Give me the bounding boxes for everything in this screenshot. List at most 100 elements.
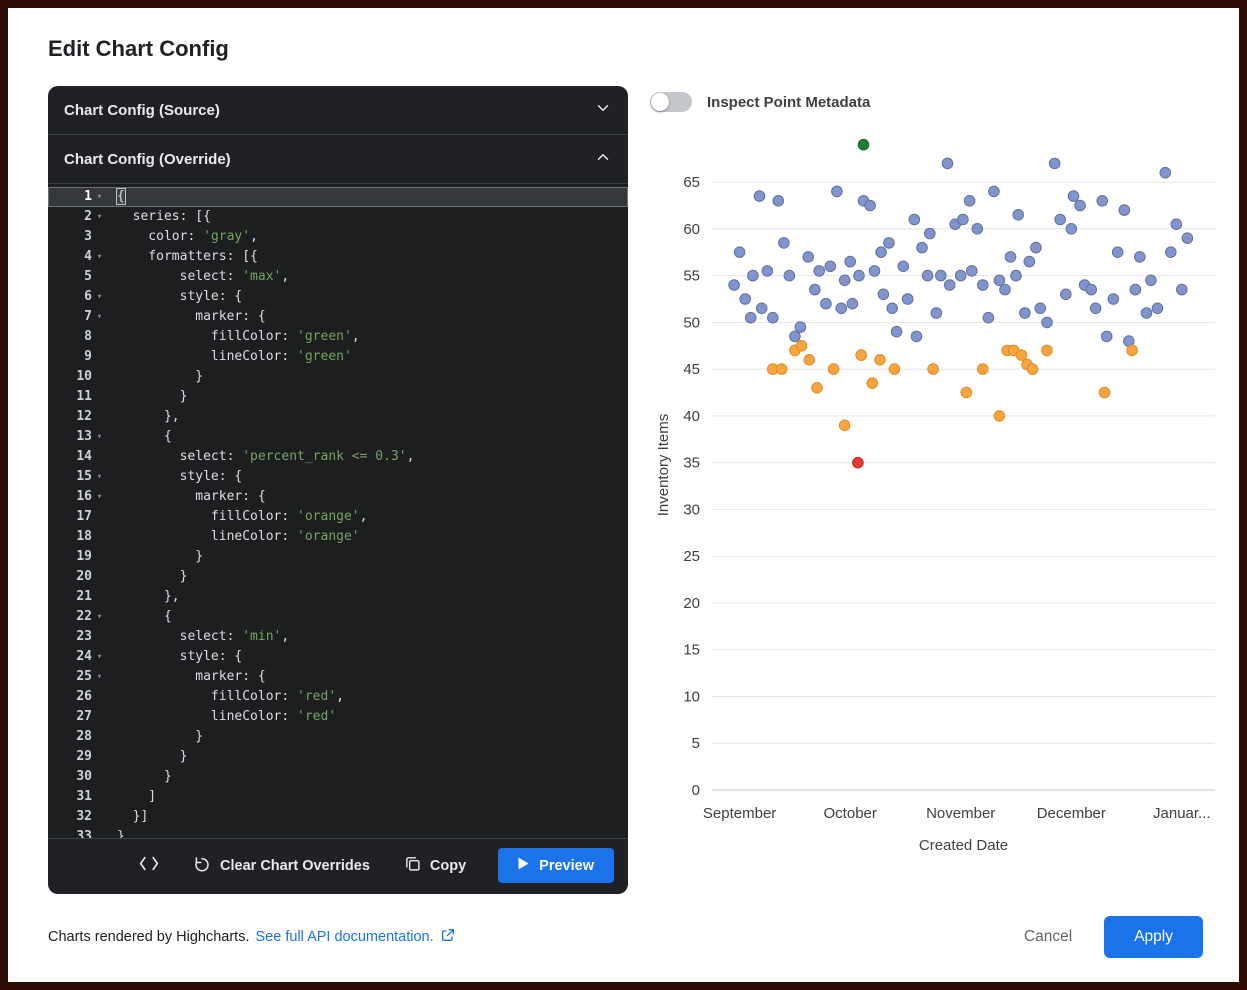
apply-button[interactable]: Apply bbox=[1104, 916, 1203, 958]
data-point-low-percentile[interactable] bbox=[866, 377, 879, 390]
code-line-3[interactable]: 3 color: 'gray', bbox=[48, 227, 628, 247]
data-point-low-percentile[interactable] bbox=[795, 340, 808, 352]
data-point-base[interactable] bbox=[971, 223, 984, 235]
data-point-base[interactable] bbox=[954, 269, 967, 282]
data-point-base[interactable] bbox=[901, 293, 914, 305]
data-point-base[interactable] bbox=[943, 279, 956, 291]
inspect-metadata-toggle[interactable] bbox=[650, 92, 692, 112]
data-point-base[interactable] bbox=[1096, 195, 1109, 207]
data-point-base[interactable] bbox=[794, 321, 807, 333]
code-line-20[interactable]: 20 } bbox=[48, 567, 628, 587]
data-point-base[interactable] bbox=[877, 288, 890, 301]
data-point-base[interactable] bbox=[1023, 255, 1036, 268]
data-point-low-percentile[interactable] bbox=[993, 410, 1006, 422]
data-point-base[interactable] bbox=[853, 269, 865, 282]
data-point-base[interactable] bbox=[1089, 302, 1102, 315]
data-point-low-percentile[interactable] bbox=[960, 386, 973, 399]
chevron-down-icon[interactable] bbox=[594, 99, 612, 121]
data-point-base[interactable] bbox=[1048, 157, 1061, 170]
code-line-21[interactable]: 21 }, bbox=[48, 587, 628, 607]
data-point-base[interactable] bbox=[916, 241, 928, 254]
data-point-base[interactable] bbox=[908, 213, 921, 226]
data-point-low-percentile[interactable] bbox=[838, 419, 851, 432]
data-point-base[interactable] bbox=[924, 227, 936, 240]
code-line-2[interactable]: 2 ▾ series: [{ bbox=[48, 207, 628, 227]
code-line-31[interactable]: 31 ] bbox=[48, 787, 628, 807]
data-point-base[interactable] bbox=[1041, 316, 1053, 329]
data-point-base[interactable] bbox=[1134, 251, 1146, 263]
data-point-base[interactable] bbox=[1067, 190, 1080, 202]
data-point-base[interactable] bbox=[941, 157, 954, 170]
code-line-25[interactable]: 25 ▾ marker: { bbox=[48, 667, 628, 687]
code-line-29[interactable]: 29 } bbox=[48, 747, 628, 767]
code-line-19[interactable]: 19 } bbox=[48, 547, 628, 567]
data-point-base[interactable] bbox=[1181, 232, 1194, 244]
data-point-base[interactable] bbox=[767, 311, 779, 324]
fold-caret[interactable]: ▾ bbox=[96, 252, 103, 262]
code-line-30[interactable]: 30 } bbox=[48, 767, 628, 787]
fold-caret[interactable]: ▾ bbox=[96, 672, 103, 682]
code-line-8[interactable]: 8 fillColor: 'green', bbox=[48, 327, 628, 347]
data-point-low-percentile[interactable] bbox=[874, 354, 886, 366]
data-point-base[interactable] bbox=[1065, 223, 1078, 235]
data-point-low-percentile[interactable] bbox=[803, 354, 816, 366]
code-line-16[interactable]: 16 ▾ marker: { bbox=[48, 487, 628, 507]
data-point-base[interactable] bbox=[772, 195, 785, 207]
data-point-base[interactable] bbox=[733, 246, 746, 258]
fold-caret[interactable]: ▾ bbox=[96, 492, 103, 502]
data-point-base[interactable] bbox=[744, 311, 757, 324]
data-point-base[interactable] bbox=[1170, 218, 1183, 230]
code-line-11[interactable]: 11 } bbox=[48, 387, 628, 407]
data-point-base[interactable] bbox=[1010, 269, 1022, 282]
data-point-base[interactable] bbox=[966, 265, 978, 277]
code-line-17[interactable]: 17 fillColor: 'orange', bbox=[48, 507, 628, 527]
data-point-base[interactable] bbox=[1151, 302, 1164, 315]
cancel-button[interactable]: Cancel bbox=[1010, 918, 1086, 956]
data-point-base[interactable] bbox=[838, 274, 851, 287]
data-point-low-percentile[interactable] bbox=[927, 363, 939, 375]
code-line-5[interactable]: 5 select: 'max', bbox=[48, 267, 628, 287]
data-point-base[interactable] bbox=[761, 265, 774, 277]
data-point-base[interactable] bbox=[935, 269, 947, 282]
data-point-base[interactable] bbox=[1004, 251, 1017, 263]
data-point-base[interactable] bbox=[868, 265, 881, 277]
data-point-base[interactable] bbox=[1019, 307, 1031, 319]
data-point-base[interactable] bbox=[813, 265, 825, 277]
data-point-base[interactable] bbox=[1030, 241, 1042, 254]
data-point-low-percentile[interactable] bbox=[1015, 349, 1028, 361]
data-point-base[interactable] bbox=[739, 293, 751, 305]
data-point-base[interactable] bbox=[957, 213, 969, 226]
data-point-base[interactable] bbox=[864, 199, 876, 212]
data-point-base[interactable] bbox=[831, 185, 843, 198]
data-point-base[interactable] bbox=[883, 237, 895, 249]
code-line-13[interactable]: 13 ▾ { bbox=[48, 427, 628, 447]
data-point-base[interactable] bbox=[755, 302, 768, 315]
data-point-base[interactable] bbox=[890, 325, 903, 338]
data-point-low-percentile[interactable] bbox=[811, 382, 823, 394]
code-line-23[interactable]: 23 select: 'min', bbox=[48, 627, 628, 647]
code-line-10[interactable]: 10 } bbox=[48, 367, 628, 387]
data-point-base[interactable] bbox=[844, 255, 856, 268]
data-point-base[interactable] bbox=[824, 260, 837, 273]
code-line-24[interactable]: 24 ▾ style: { bbox=[48, 647, 628, 667]
data-point-base[interactable] bbox=[802, 251, 814, 263]
code-line-6[interactable]: 6 ▾ style: { bbox=[48, 287, 628, 307]
data-point-base[interactable] bbox=[1129, 283, 1142, 296]
data-point-base[interactable] bbox=[921, 269, 934, 282]
data-point-base[interactable] bbox=[988, 185, 1000, 198]
data-point-base[interactable] bbox=[778, 237, 790, 249]
fold-caret[interactable]: ▾ bbox=[96, 312, 103, 322]
data-point-base[interactable] bbox=[999, 283, 1011, 296]
data-point-base[interactable] bbox=[789, 330, 801, 343]
code-line-28[interactable]: 28 } bbox=[48, 727, 628, 747]
external-link-icon[interactable] bbox=[440, 927, 456, 947]
data-point-base[interactable] bbox=[993, 274, 1006, 287]
code-line-27[interactable]: 27 lineColor: 'red' bbox=[48, 707, 628, 727]
data-point-low-percentile[interactable] bbox=[888, 363, 901, 375]
fold-caret[interactable]: ▾ bbox=[96, 212, 103, 222]
fold-caret[interactable]: ▾ bbox=[96, 192, 103, 202]
data-point-low-percentile[interactable] bbox=[855, 349, 867, 361]
data-point-base[interactable] bbox=[835, 302, 848, 315]
code-line-7[interactable]: 7 ▾ marker: { bbox=[48, 307, 628, 327]
data-point-low-percentile[interactable] bbox=[1126, 344, 1138, 357]
